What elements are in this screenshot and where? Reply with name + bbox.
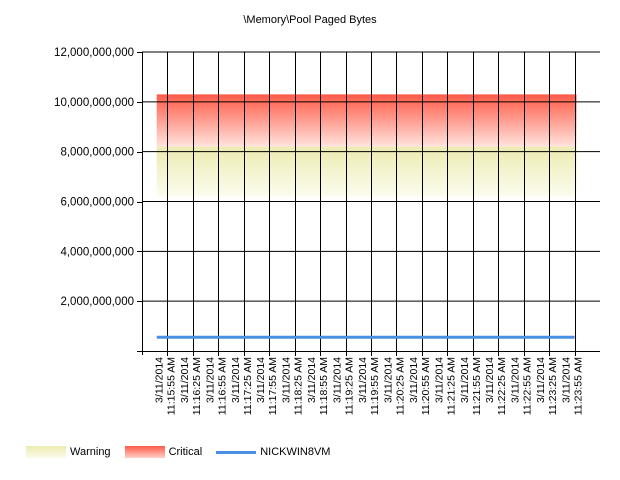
series-swatch	[216, 450, 257, 454]
x-tick-label: 3/11/2014 11:17:55 AM	[255, 357, 279, 415]
legend-label-critical: Critical	[168, 446, 203, 458]
x-tick-label-date: 3/11/2014	[382, 357, 394, 403]
x-tick-label: 3/11/2014 11:18:55 AM	[306, 357, 330, 415]
x-tick-label-date: 3/11/2014	[153, 357, 165, 403]
band-warning	[156, 146, 577, 197]
critical-swatch	[124, 446, 165, 458]
line-chart: 3/11/2014 11:15:55 AM 3/11/2014 11:16:25 AM…	[54, 47, 600, 415]
x-tick-label-time: 11:23:55 AM	[573, 357, 585, 415]
x-tick-labels: 3/11/2014 11:15:55 AM 3/11/2014 11:16:25 AM…	[153, 357, 584, 415]
x-tick-label-time: 11:15:55 AM	[165, 357, 177, 415]
x-tick-label-time: 11:23:25 AM	[547, 357, 559, 415]
y-tick-labels: 2,000,000,000 4,000,000,000 6,000,000,000 8…	[54, 47, 134, 308]
x-tick-label-time: 11:21:25 AM	[445, 357, 457, 415]
x-tick-label-time: 11:20:25 AM	[394, 357, 406, 415]
threshold-bands	[156, 94, 577, 197]
x-tick-label-time: 11:18:25 AM	[293, 357, 305, 415]
band-critical	[156, 94, 577, 147]
x-tick-label-date: 3/11/2014	[459, 357, 471, 403]
legend-item-warning: Warning	[26, 446, 111, 458]
x-tick-label: 3/11/2014 11:22:55 AM	[510, 357, 534, 415]
x-tick-label-time: 11:16:55 AM	[216, 357, 228, 415]
x-tick-label-time: 11:19:55 AM	[369, 357, 381, 415]
x-tick-label: 3/11/2014 11:17:25 AM	[230, 357, 254, 415]
warning-swatch	[26, 446, 66, 458]
x-tick-label-time: 11:16:25 AM	[191, 357, 203, 415]
x-tick-label: 3/11/2014 11:21:55 AM	[459, 357, 483, 415]
y-tick-label: 6,000,000,000	[60, 197, 134, 209]
x-tick-label-date: 3/11/2014	[510, 357, 522, 403]
y-tick-label: 8,000,000,000	[60, 147, 134, 159]
x-tick-label-date: 3/11/2014	[561, 357, 573, 403]
gridlines	[142, 51, 600, 351]
x-tick-label-date: 3/11/2014	[179, 357, 191, 403]
x-tick-label-time: 11:20:55 AM	[420, 357, 432, 415]
x-tick-label-date: 3/11/2014	[255, 357, 267, 403]
x-tick-label-time: 11:22:25 AM	[496, 357, 508, 415]
x-tick-label: 3/11/2014 11:16:55 AM	[204, 357, 228, 415]
x-tick-label-date: 3/11/2014	[204, 357, 216, 403]
x-tick-label-date: 3/11/2014	[357, 357, 369, 403]
x-tick-label-time: 11:22:55 AM	[522, 357, 534, 415]
legend: Warning Critical NICKWIN8VM	[26, 446, 344, 458]
y-tick-label: 10,000,000,000	[54, 97, 134, 109]
legend-label-warning: Warning	[70, 446, 111, 458]
x-tick-label-date: 3/11/2014	[408, 357, 420, 403]
x-tick-label: 3/11/2014 11:23:55 AM	[561, 357, 585, 415]
legend-item-critical: Critical	[124, 446, 203, 458]
x-tick-label-date: 3/11/2014	[230, 357, 242, 403]
x-tick-label-time: 11:17:25 AM	[242, 357, 254, 415]
x-tick-label-time: 11:17:55 AM	[267, 357, 279, 415]
x-tick-label-date: 3/11/2014	[332, 357, 344, 403]
x-tick-label: 3/11/2014 11:23:25 AM	[535, 357, 559, 415]
x-tick-label-date: 3/11/2014	[484, 357, 496, 403]
chart-title: \Memory\Pool Paged Bytes	[243, 14, 377, 26]
x-tick-label: 3/11/2014 11:15:55 AM	[153, 357, 177, 415]
legend-item-series: NICKWIN8VM	[216, 446, 330, 458]
legend-label-series: NICKWIN8VM	[260, 446, 331, 458]
x-tick-label-date: 3/11/2014	[433, 357, 445, 403]
x-tick-label-date: 3/11/2014	[535, 357, 547, 403]
y-tick-label: 12,000,000,000	[54, 47, 134, 59]
x-tick-label: 3/11/2014 11:20:55 AM	[408, 357, 432, 415]
x-tick-label: 3/11/2014 11:22:25 AM	[484, 357, 508, 415]
axes	[137, 52, 600, 356]
x-tick-label-time: 11:18:55 AM	[318, 357, 330, 415]
x-tick-label: 3/11/2014 11:16:25 AM	[179, 357, 203, 415]
x-tick-label-date: 3/11/2014	[306, 357, 318, 403]
x-tick-label: 3/11/2014 11:21:25 AM	[433, 357, 457, 415]
y-tick-label: 2,000,000,000	[60, 296, 134, 308]
x-tick-label: 3/11/2014 11:19:55 AM	[357, 357, 381, 415]
x-tick-label-date: 3/11/2014	[281, 357, 293, 403]
x-tick-label-time: 11:19:25 AM	[344, 357, 356, 415]
x-tick-label: 3/11/2014 11:18:25 AM	[281, 357, 305, 415]
x-tick-label-time: 11:21:55 AM	[471, 357, 483, 415]
y-tick-label: 4,000,000,000	[60, 246, 134, 258]
x-tick-label: 3/11/2014 11:20:25 AM	[382, 357, 406, 415]
x-tick-label: 3/11/2014 11:19:25 AM	[332, 357, 356, 415]
